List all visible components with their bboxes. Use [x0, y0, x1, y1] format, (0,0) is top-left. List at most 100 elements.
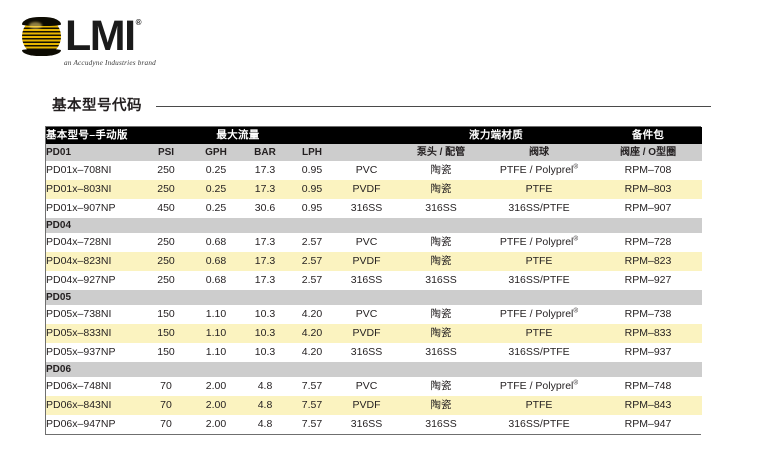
- cell-psi: 150: [141, 305, 191, 324]
- registered-trademark-icon: ®: [135, 18, 142, 27]
- cell-model: PD05x–738NI: [46, 305, 141, 324]
- table-row[interactable]: PD04x–728NI 250 0.68 17.3 2.57 PVC 陶瓷 PTFE / Po…: [46, 233, 703, 252]
- cell-psi: 250: [141, 252, 191, 271]
- cell-ball: PTFE: [484, 180, 595, 199]
- group-header-row: PD04: [46, 218, 703, 233]
- section-header: 基本型号代码: [52, 94, 711, 115]
- table-row[interactable]: PD05x–937NP 150 1.10 10.3 4.20 316SS 316SS 316S…: [46, 343, 703, 362]
- cell-kit: RPM–738: [594, 305, 703, 324]
- cell-gph: 0.68: [191, 233, 241, 252]
- cell-kit: RPM–927: [594, 271, 703, 290]
- cell-bar: 4.8: [241, 396, 289, 415]
- cell-head: 陶瓷: [398, 161, 485, 180]
- cell-head: 316SS: [398, 343, 485, 362]
- column-header-1: PSI: [141, 144, 191, 161]
- cell-lph: 2.57: [289, 271, 336, 290]
- cell-kit: RPM–803: [594, 180, 703, 199]
- table-row[interactable]: PD01x–907NP 450 0.25 30.6 0.95 316SS 316SS 316S…: [46, 199, 703, 218]
- cell-kit: RPM–833: [594, 324, 703, 343]
- cell-model: PD04x–927NP: [46, 271, 141, 290]
- cell-lph: 4.20: [289, 343, 336, 362]
- cell-head: 陶瓷: [398, 377, 485, 396]
- table-row[interactable]: PD06x–748NI 70 2.00 4.8 7.57 PVC 陶瓷 PTFE / Poly…: [46, 377, 703, 396]
- spec-table-container: 基本型号–手动版 最大流量 液力端材质 备件包 PD01 PSI GPH BAR LPH 泵头 /…: [45, 126, 703, 435]
- group-header-row: PD06: [46, 362, 703, 377]
- cell-lph: 7.57: [289, 415, 336, 434]
- sphere-shade-bottom: [22, 49, 61, 57]
- cell-head: 陶瓷: [398, 180, 485, 199]
- cell-ball: PTFE: [484, 396, 595, 415]
- cell-lph: 4.20: [289, 324, 336, 343]
- cell-material: PVC: [335, 377, 399, 396]
- cell-model: PD01x–907NP: [46, 199, 141, 218]
- cell-lph: 0.95: [289, 161, 336, 180]
- cell-gph: 2.00: [191, 415, 241, 434]
- band-header-cell-3: 液力端材质: [398, 127, 595, 144]
- cell-psi: 150: [141, 324, 191, 343]
- cell-bar: 17.3: [241, 180, 289, 199]
- cell-head: 316SS: [398, 271, 485, 290]
- band-header-cell-1: 最大流量: [141, 127, 336, 144]
- cell-psi: 450: [141, 199, 191, 218]
- table-row[interactable]: PD04x–927NP 250 0.68 17.3 2.57 316SS 316SS 316S…: [46, 271, 703, 290]
- cell-bar: 10.3: [241, 343, 289, 362]
- sphere-gloss: [29, 22, 42, 30]
- cell-material: PVDF: [335, 396, 399, 415]
- cell-material: PVDF: [335, 324, 399, 343]
- table-row[interactable]: PD04x–823NI 250 0.68 17.3 2.57 PVDF 陶瓷 PTFE RPM–…: [46, 252, 703, 271]
- cell-bar: 17.3: [241, 252, 289, 271]
- cell-head: 陶瓷: [398, 396, 485, 415]
- cell-gph: 2.00: [191, 377, 241, 396]
- cell-ball: 316SS/PTFE: [484, 199, 595, 218]
- cell-ball: PTFE: [484, 324, 595, 343]
- table-row[interactable]: PD01x–803NI 250 0.25 17.3 0.95 PVDF 陶瓷 PTFE RPM–…: [46, 180, 703, 199]
- cell-head: 陶瓷: [398, 252, 485, 271]
- table-row[interactable]: PD06x–947NP 70 2.00 4.8 7.57 316SS 316SS 316SS/…: [46, 415, 703, 434]
- column-header-3: BAR: [241, 144, 289, 161]
- sphere-shade-top: [22, 17, 61, 27]
- column-header-4: LPH: [289, 144, 336, 161]
- cell-bar: 10.3: [241, 324, 289, 343]
- cell-model: PD05x–937NP: [46, 343, 141, 362]
- cell-lph: 2.57: [289, 252, 336, 271]
- table-row[interactable]: PD01x–708NI 250 0.25 17.3 0.95 PVC 陶瓷 PTFE / Po…: [46, 161, 703, 180]
- cell-bar: 4.8: [241, 415, 289, 434]
- table-row[interactable]: PD06x–843NI 70 2.00 4.8 7.57 PVDF 陶瓷 PTFE RPM–84…: [46, 396, 703, 415]
- cell-lph: 7.57: [289, 377, 336, 396]
- column-header-0: PD01: [46, 144, 141, 161]
- lmi-striped-sphere-icon: [22, 17, 61, 57]
- cell-kit: RPM–748: [594, 377, 703, 396]
- brand-logo: LMI ® an Accudyne Industries brand: [22, 15, 156, 67]
- logo-wordmark: LMI ®: [65, 15, 142, 58]
- cell-material: PVDF: [335, 252, 399, 271]
- cell-psi: 250: [141, 271, 191, 290]
- cell-material: 316SS: [335, 343, 399, 362]
- table-row[interactable]: PD05x–833NI 150 1.10 10.3 4.20 PVDF 陶瓷 PTFE RPM–…: [46, 324, 703, 343]
- cell-bar: 10.3: [241, 305, 289, 324]
- cell-gph: 2.00: [191, 396, 241, 415]
- cell-lph: 7.57: [289, 396, 336, 415]
- cell-head: 陶瓷: [398, 324, 485, 343]
- cell-gph: 0.25: [191, 199, 241, 218]
- column-header-5: [335, 144, 399, 161]
- group-header-row: PD05: [46, 290, 703, 305]
- cell-ball: 316SS/PTFE: [484, 271, 595, 290]
- cell-gph: 0.25: [191, 180, 241, 199]
- cell-lph: 0.95: [289, 199, 336, 218]
- cell-kit: RPM–843: [594, 396, 703, 415]
- cell-bar: 17.3: [241, 233, 289, 252]
- table-row[interactable]: PD05x–738NI 150 1.10 10.3 4.20 PVC 陶瓷 PTFE / Po…: [46, 305, 703, 324]
- cell-gph: 0.25: [191, 161, 241, 180]
- page-title: 基本型号代码: [52, 98, 142, 114]
- cell-model: PD06x–947NP: [46, 415, 141, 434]
- cell-gph: 1.10: [191, 305, 241, 324]
- cell-material: PVDF: [335, 180, 399, 199]
- cell-material: 316SS: [335, 415, 399, 434]
- cell-gph: 1.10: [191, 324, 241, 343]
- cell-head: 陶瓷: [398, 233, 485, 252]
- cell-gph: 0.68: [191, 271, 241, 290]
- cell-gph: 1.10: [191, 343, 241, 362]
- cell-bar: 17.3: [241, 161, 289, 180]
- cell-model: PD01x–803NI: [46, 180, 141, 199]
- cell-head: 陶瓷: [398, 305, 485, 324]
